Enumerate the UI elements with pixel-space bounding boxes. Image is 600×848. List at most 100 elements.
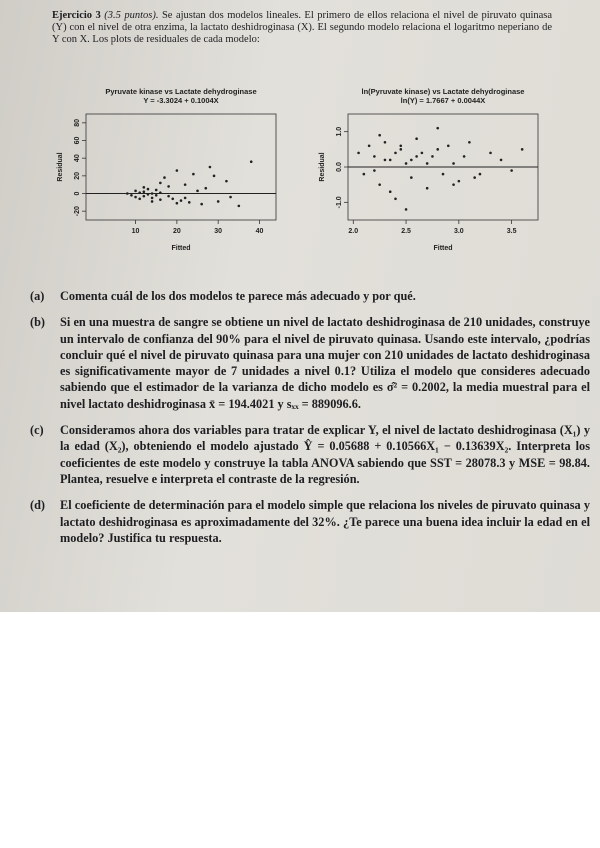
- y-tick-label: 1.0: [336, 127, 343, 137]
- question-label: (c): [30, 423, 44, 438]
- data-point: [457, 179, 461, 183]
- data-point: [404, 208, 408, 211]
- plot-subtitle: Y = -3.3024 + 0.1004X: [143, 96, 218, 105]
- data-point: [520, 148, 524, 151]
- data-point: [468, 140, 471, 144]
- data-point: [146, 187, 150, 191]
- question: (c) Consideramos ahora dos variables para…: [30, 422, 590, 487]
- data-point: [436, 148, 440, 151]
- exercise-header: Ejercicio 3 (3.5 puntos). Se ajustan dos…: [52, 10, 552, 46]
- data-point: [415, 155, 418, 158]
- residual-plot: ln(Pyruvate kinase) vs Lactate dehydrogi…: [319, 87, 539, 252]
- question-label: (a): [30, 289, 45, 303]
- y-tick-label: 40: [74, 154, 81, 162]
- data-point: [249, 160, 253, 163]
- data-point: [388, 190, 392, 194]
- data-point: [175, 169, 179, 172]
- data-point: [134, 189, 137, 193]
- x-tick-label: 3.0: [454, 228, 464, 235]
- y-axis-label: Residual: [319, 152, 326, 181]
- x-tick-label: 2.0: [348, 228, 358, 235]
- plot-title: ln(Pyruvate kinase) vs Lactate dehydrogi…: [362, 87, 525, 96]
- data-point: [138, 191, 141, 194]
- exercise-text: Se ajustan dos modelos lineales. El prim…: [52, 10, 553, 45]
- data-point: [399, 144, 403, 148]
- data-point: [130, 193, 133, 197]
- data-point: [362, 172, 366, 176]
- data-point: [394, 197, 397, 201]
- data-point: [154, 193, 158, 197]
- data-point: [410, 176, 413, 179]
- plot-title: Pyruvate kinase vs Lactate dehydroginase: [105, 87, 256, 96]
- data-point: [452, 162, 455, 165]
- x-tick-label: 30: [214, 228, 222, 235]
- data-point: [192, 172, 195, 176]
- y-tick-label: -1.0: [336, 196, 343, 208]
- data-point: [196, 189, 199, 193]
- x-tick-label: 10: [132, 228, 140, 235]
- data-point: [378, 133, 381, 137]
- plot-frame: [85, 113, 277, 221]
- data-point: [225, 179, 228, 183]
- data-point: [171, 197, 175, 201]
- data-point: [159, 191, 162, 194]
- data-point: [510, 169, 513, 172]
- question-text: Si en una muestra de sangre se obtiene u…: [60, 315, 590, 411]
- y-tick-label: 0: [74, 191, 81, 195]
- data-point: [436, 126, 440, 130]
- y-tick-label: -20: [74, 206, 81, 216]
- exercise-points: (3.5 puntos).: [104, 10, 159, 21]
- data-point: [138, 197, 141, 201]
- data-point: [489, 151, 492, 155]
- data-point: [357, 151, 360, 155]
- data-point: [167, 185, 170, 188]
- y-axis-label: Residual: [57, 152, 64, 181]
- data-point: [175, 201, 179, 205]
- exercise-title: Ejercicio 3: [52, 10, 101, 21]
- data-point: [462, 155, 466, 158]
- data-point: [373, 169, 376, 172]
- y-tick-label: 0.0: [336, 162, 343, 172]
- question: (b) Si en una muestra de sangre se obtien…: [30, 314, 590, 412]
- x-tick-label: 3.5: [507, 228, 517, 235]
- data-point: [373, 155, 376, 158]
- data-point: [154, 188, 158, 192]
- x-tick-label: 20: [173, 228, 181, 235]
- residual-plot: Pyruvate kinase vs Lactate dehydroginase…: [57, 87, 277, 252]
- x-tick-label: 2.5: [401, 228, 411, 235]
- y-tick-label: 20: [74, 172, 81, 180]
- data-point: [441, 172, 445, 176]
- data-point: [159, 198, 162, 201]
- data-point: [150, 192, 154, 195]
- data-point: [126, 192, 129, 195]
- paper-photo: [0, 0, 600, 612]
- plot-subtitle: ln(Y) = 1.7667 + 0.0044X: [401, 96, 486, 105]
- data-point: [431, 155, 434, 158]
- data-point: [216, 200, 220, 203]
- data-point: [183, 196, 187, 200]
- data-point: [404, 162, 408, 165]
- data-point: [473, 176, 476, 179]
- data-point: [142, 194, 146, 198]
- data-point: [237, 204, 241, 208]
- question-label: (b): [30, 315, 46, 330]
- data-point: [410, 158, 413, 162]
- question-label: (d): [30, 498, 46, 513]
- data-point: [183, 183, 187, 186]
- data-point: [446, 144, 450, 148]
- y-tick-label: 60: [74, 137, 81, 145]
- data-point: [452, 183, 455, 186]
- data-point: [150, 196, 154, 200]
- data-point: [425, 162, 429, 165]
- data-point: [163, 176, 166, 179]
- data-point: [208, 165, 212, 169]
- data-point: [425, 186, 429, 190]
- data-point: [420, 151, 424, 155]
- data-point: [146, 193, 150, 196]
- data-point: [179, 199, 183, 202]
- question: (a) Comenta cuál de los dos modelos te pa…: [30, 288, 590, 304]
- data-point: [478, 172, 482, 176]
- data-point: [200, 202, 203, 206]
- data-point: [394, 151, 397, 155]
